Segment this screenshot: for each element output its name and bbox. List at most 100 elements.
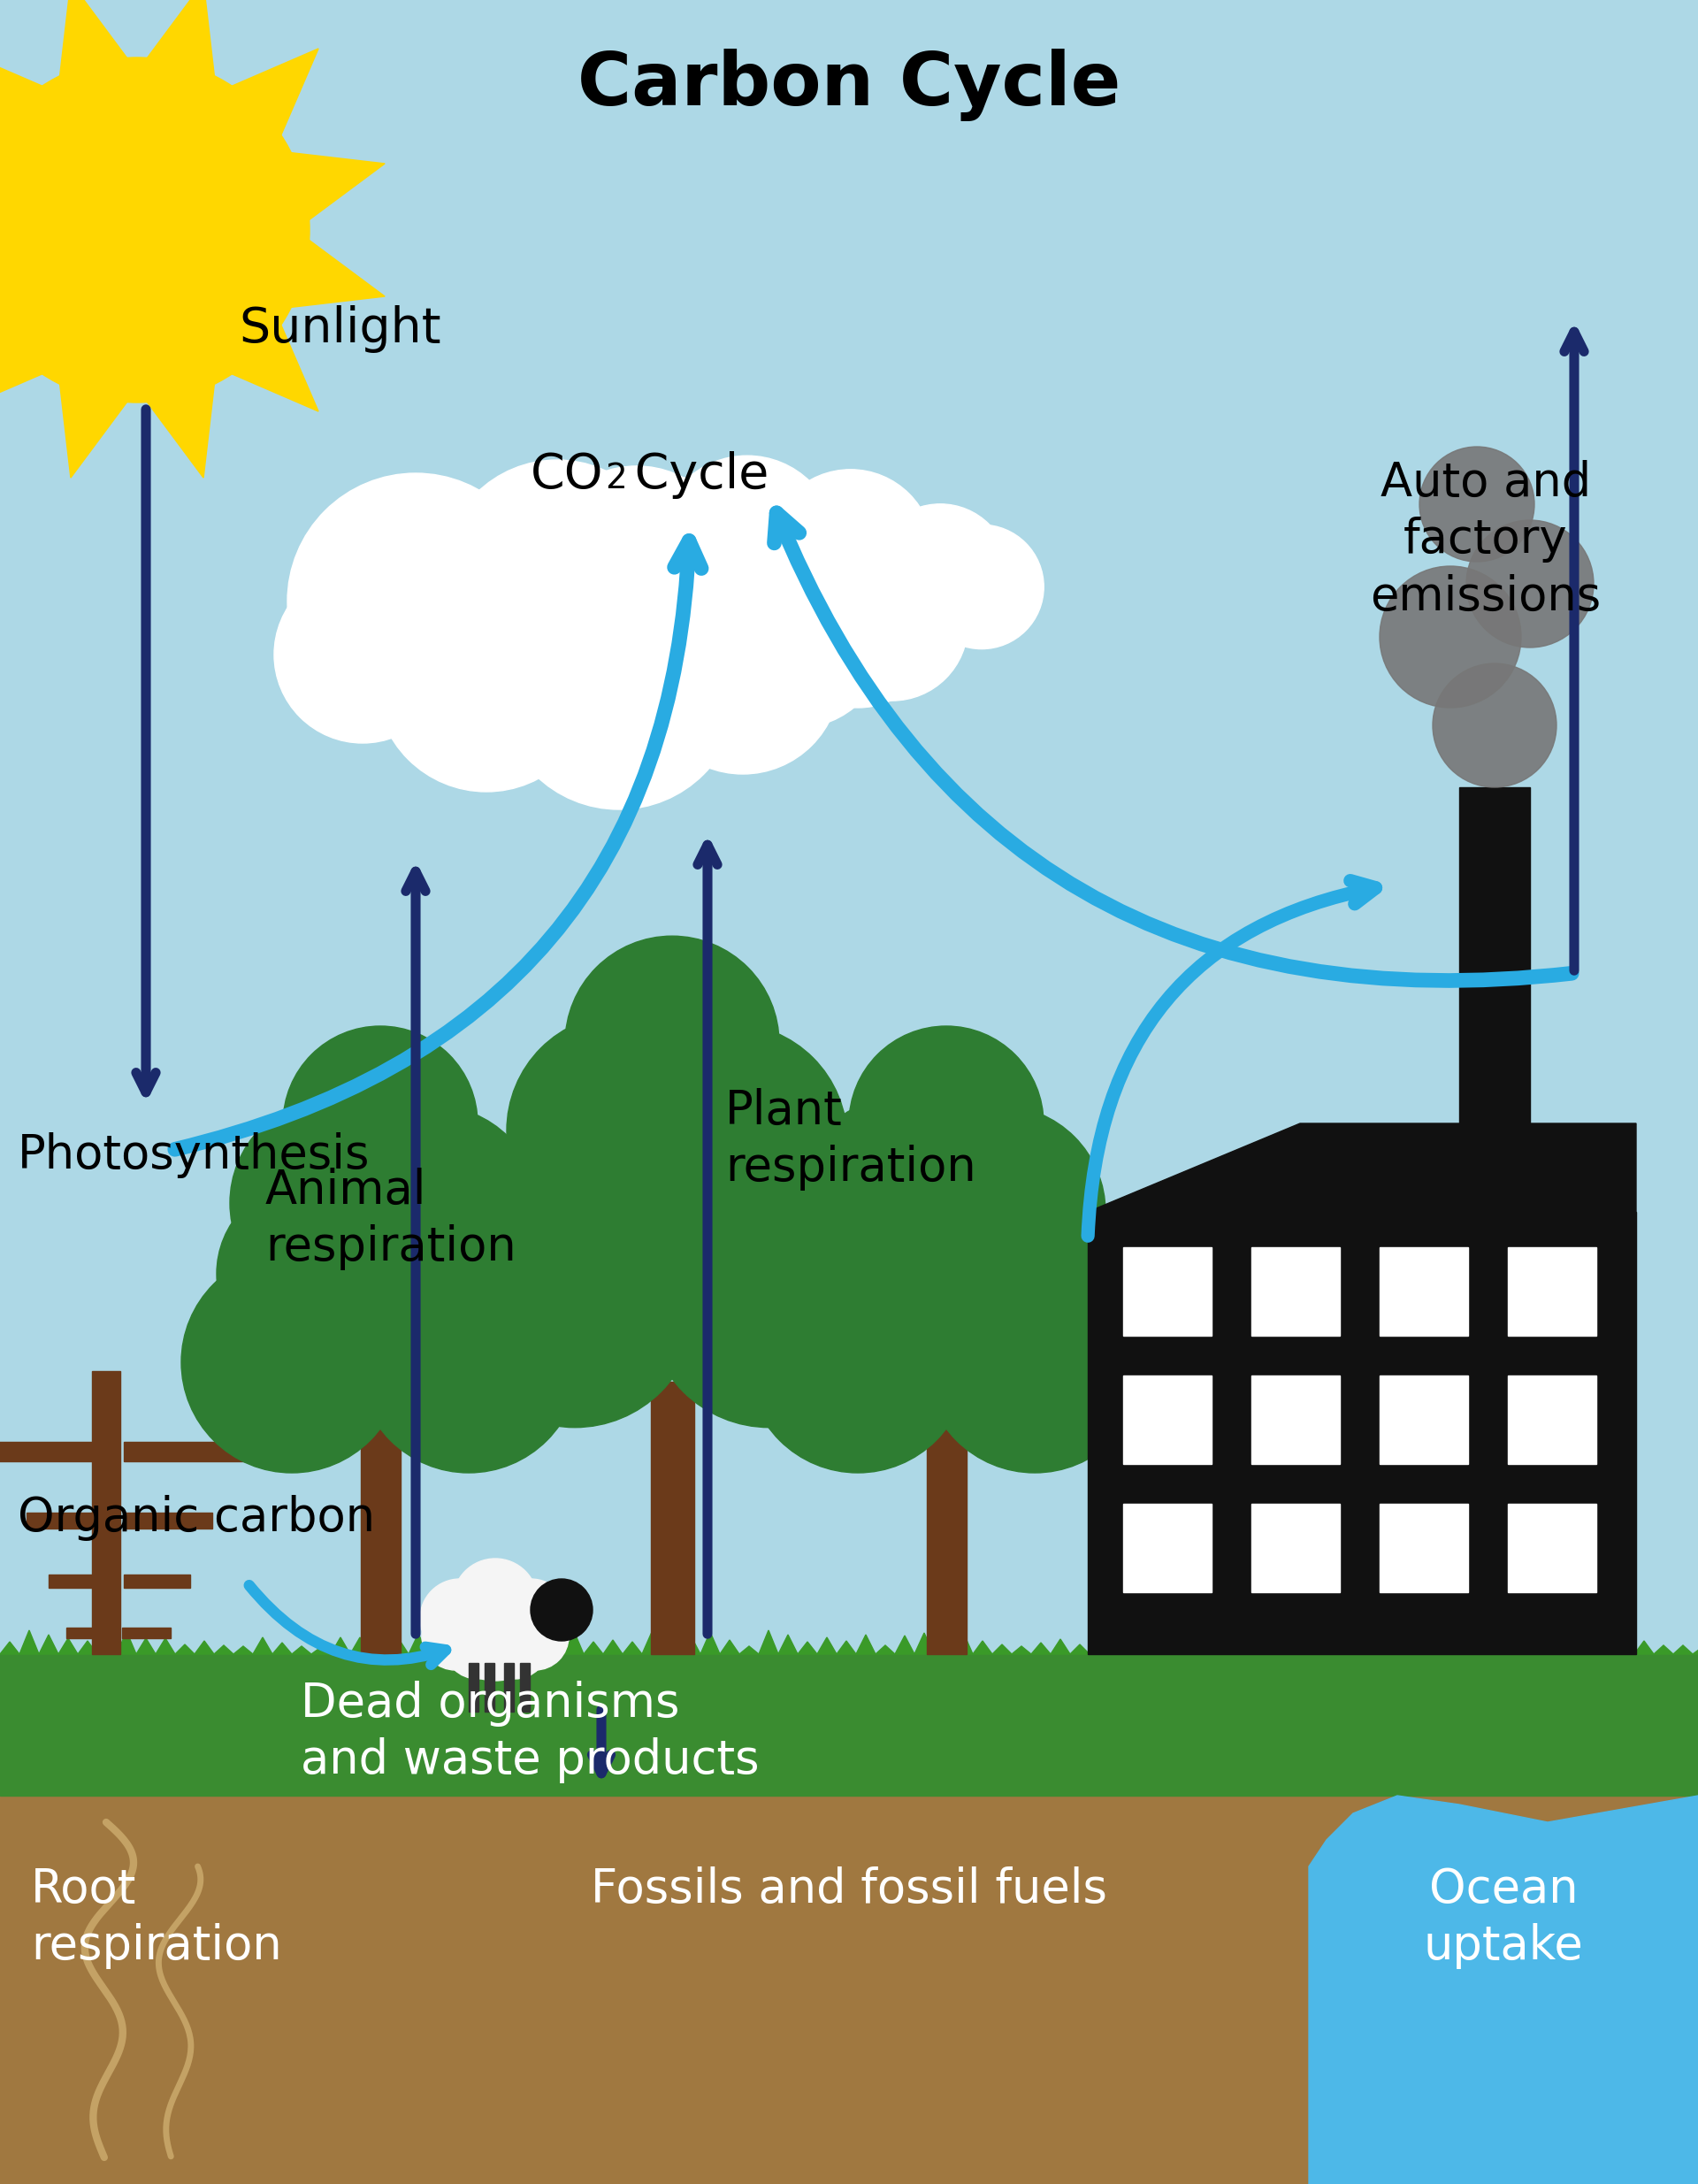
- Polygon shape: [292, 1647, 311, 1653]
- Circle shape: [1433, 664, 1557, 786]
- Text: Cycle: Cycle: [620, 452, 769, 498]
- Circle shape: [358, 1251, 579, 1472]
- Polygon shape: [1615, 1634, 1633, 1653]
- Text: CO: CO: [530, 452, 603, 498]
- Polygon shape: [448, 1634, 467, 1653]
- Bar: [1251, 1247, 1340, 1337]
- Circle shape: [920, 524, 1044, 649]
- Polygon shape: [409, 1634, 428, 1653]
- Circle shape: [817, 548, 968, 701]
- Circle shape: [182, 1251, 402, 1472]
- Circle shape: [871, 505, 1009, 642]
- Polygon shape: [525, 1645, 545, 1653]
- Circle shape: [530, 1579, 593, 1640]
- Circle shape: [810, 1155, 1083, 1428]
- FancyArrowPatch shape: [774, 513, 1572, 981]
- Circle shape: [649, 1107, 852, 1310]
- Text: Carbon Cycle: Carbon Cycle: [577, 48, 1121, 120]
- Polygon shape: [778, 1634, 798, 1653]
- Circle shape: [441, 461, 672, 690]
- Polygon shape: [1557, 1640, 1576, 1653]
- Polygon shape: [876, 1645, 895, 1653]
- Circle shape: [491, 1579, 571, 1658]
- Bar: [1122, 1247, 1212, 1337]
- Text: Animal
respiration: Animal respiration: [265, 1168, 516, 1271]
- Polygon shape: [1654, 1645, 1673, 1653]
- Polygon shape: [1518, 1647, 1537, 1653]
- Bar: [27, 1514, 115, 1529]
- Polygon shape: [389, 1640, 409, 1653]
- Bar: [1459, 786, 1530, 1168]
- Polygon shape: [19, 1629, 39, 1653]
- Polygon shape: [1012, 1647, 1031, 1653]
- Bar: [124, 1441, 248, 1461]
- Polygon shape: [1129, 1647, 1148, 1653]
- Polygon shape: [78, 1640, 97, 1653]
- Bar: [1508, 1505, 1596, 1592]
- Bar: [484, 1662, 494, 1712]
- Polygon shape: [117, 1631, 136, 1653]
- Polygon shape: [1051, 1640, 1070, 1653]
- Polygon shape: [953, 1631, 973, 1653]
- Polygon shape: [603, 1640, 623, 1653]
- Polygon shape: [623, 1642, 642, 1653]
- Circle shape: [481, 1612, 548, 1679]
- Circle shape: [584, 478, 796, 690]
- Circle shape: [526, 539, 664, 677]
- Polygon shape: [1673, 1645, 1693, 1653]
- Circle shape: [441, 1575, 548, 1682]
- Polygon shape: [0, 1642, 19, 1653]
- Bar: [1122, 1505, 1212, 1592]
- Circle shape: [453, 1184, 696, 1428]
- Polygon shape: [506, 1629, 525, 1653]
- Circle shape: [328, 1105, 540, 1317]
- Polygon shape: [97, 1642, 117, 1653]
- Circle shape: [1467, 520, 1594, 646]
- FancyArrowPatch shape: [1088, 880, 1375, 1236]
- Polygon shape: [700, 1631, 720, 1653]
- Polygon shape: [486, 1638, 506, 1653]
- Polygon shape: [285, 238, 385, 308]
- Bar: [0, 1441, 115, 1461]
- Circle shape: [375, 570, 598, 791]
- Text: Plant
respiration: Plant respiration: [725, 1088, 976, 1190]
- Circle shape: [613, 1024, 847, 1258]
- Circle shape: [0, 57, 309, 402]
- Polygon shape: [311, 1647, 331, 1653]
- Circle shape: [924, 1251, 1144, 1472]
- FancyArrowPatch shape: [250, 1586, 447, 1664]
- Circle shape: [521, 1077, 824, 1378]
- Polygon shape: [642, 1631, 662, 1653]
- Polygon shape: [1070, 1645, 1090, 1653]
- Bar: [92, 1372, 121, 1653]
- Polygon shape: [58, 1638, 78, 1653]
- Bar: [520, 1662, 530, 1712]
- Polygon shape: [1498, 1640, 1518, 1653]
- Polygon shape: [1090, 1631, 1109, 1653]
- FancyArrowPatch shape: [698, 845, 717, 1634]
- Polygon shape: [1459, 1647, 1479, 1653]
- Text: Auto and
factory
emissions: Auto and factory emissions: [1370, 461, 1601, 620]
- Polygon shape: [144, 378, 216, 478]
- Circle shape: [537, 465, 737, 666]
- Bar: [469, 1662, 479, 1712]
- Circle shape: [453, 1559, 538, 1645]
- Polygon shape: [759, 1629, 778, 1653]
- Circle shape: [217, 1182, 402, 1367]
- Circle shape: [893, 1105, 1105, 1317]
- Polygon shape: [1168, 1645, 1187, 1653]
- Polygon shape: [0, 48, 48, 140]
- Polygon shape: [39, 1634, 58, 1653]
- Bar: [504, 1662, 514, 1712]
- Polygon shape: [1479, 1642, 1498, 1653]
- Polygon shape: [584, 1642, 603, 1653]
- Bar: [1379, 1247, 1469, 1337]
- Polygon shape: [837, 1640, 856, 1653]
- Circle shape: [492, 1107, 696, 1310]
- Circle shape: [778, 548, 937, 708]
- Text: Organic carbon: Organic carbon: [17, 1494, 375, 1542]
- Polygon shape: [798, 1642, 817, 1653]
- Polygon shape: [253, 1638, 272, 1653]
- Polygon shape: [195, 1640, 214, 1653]
- Circle shape: [565, 937, 779, 1151]
